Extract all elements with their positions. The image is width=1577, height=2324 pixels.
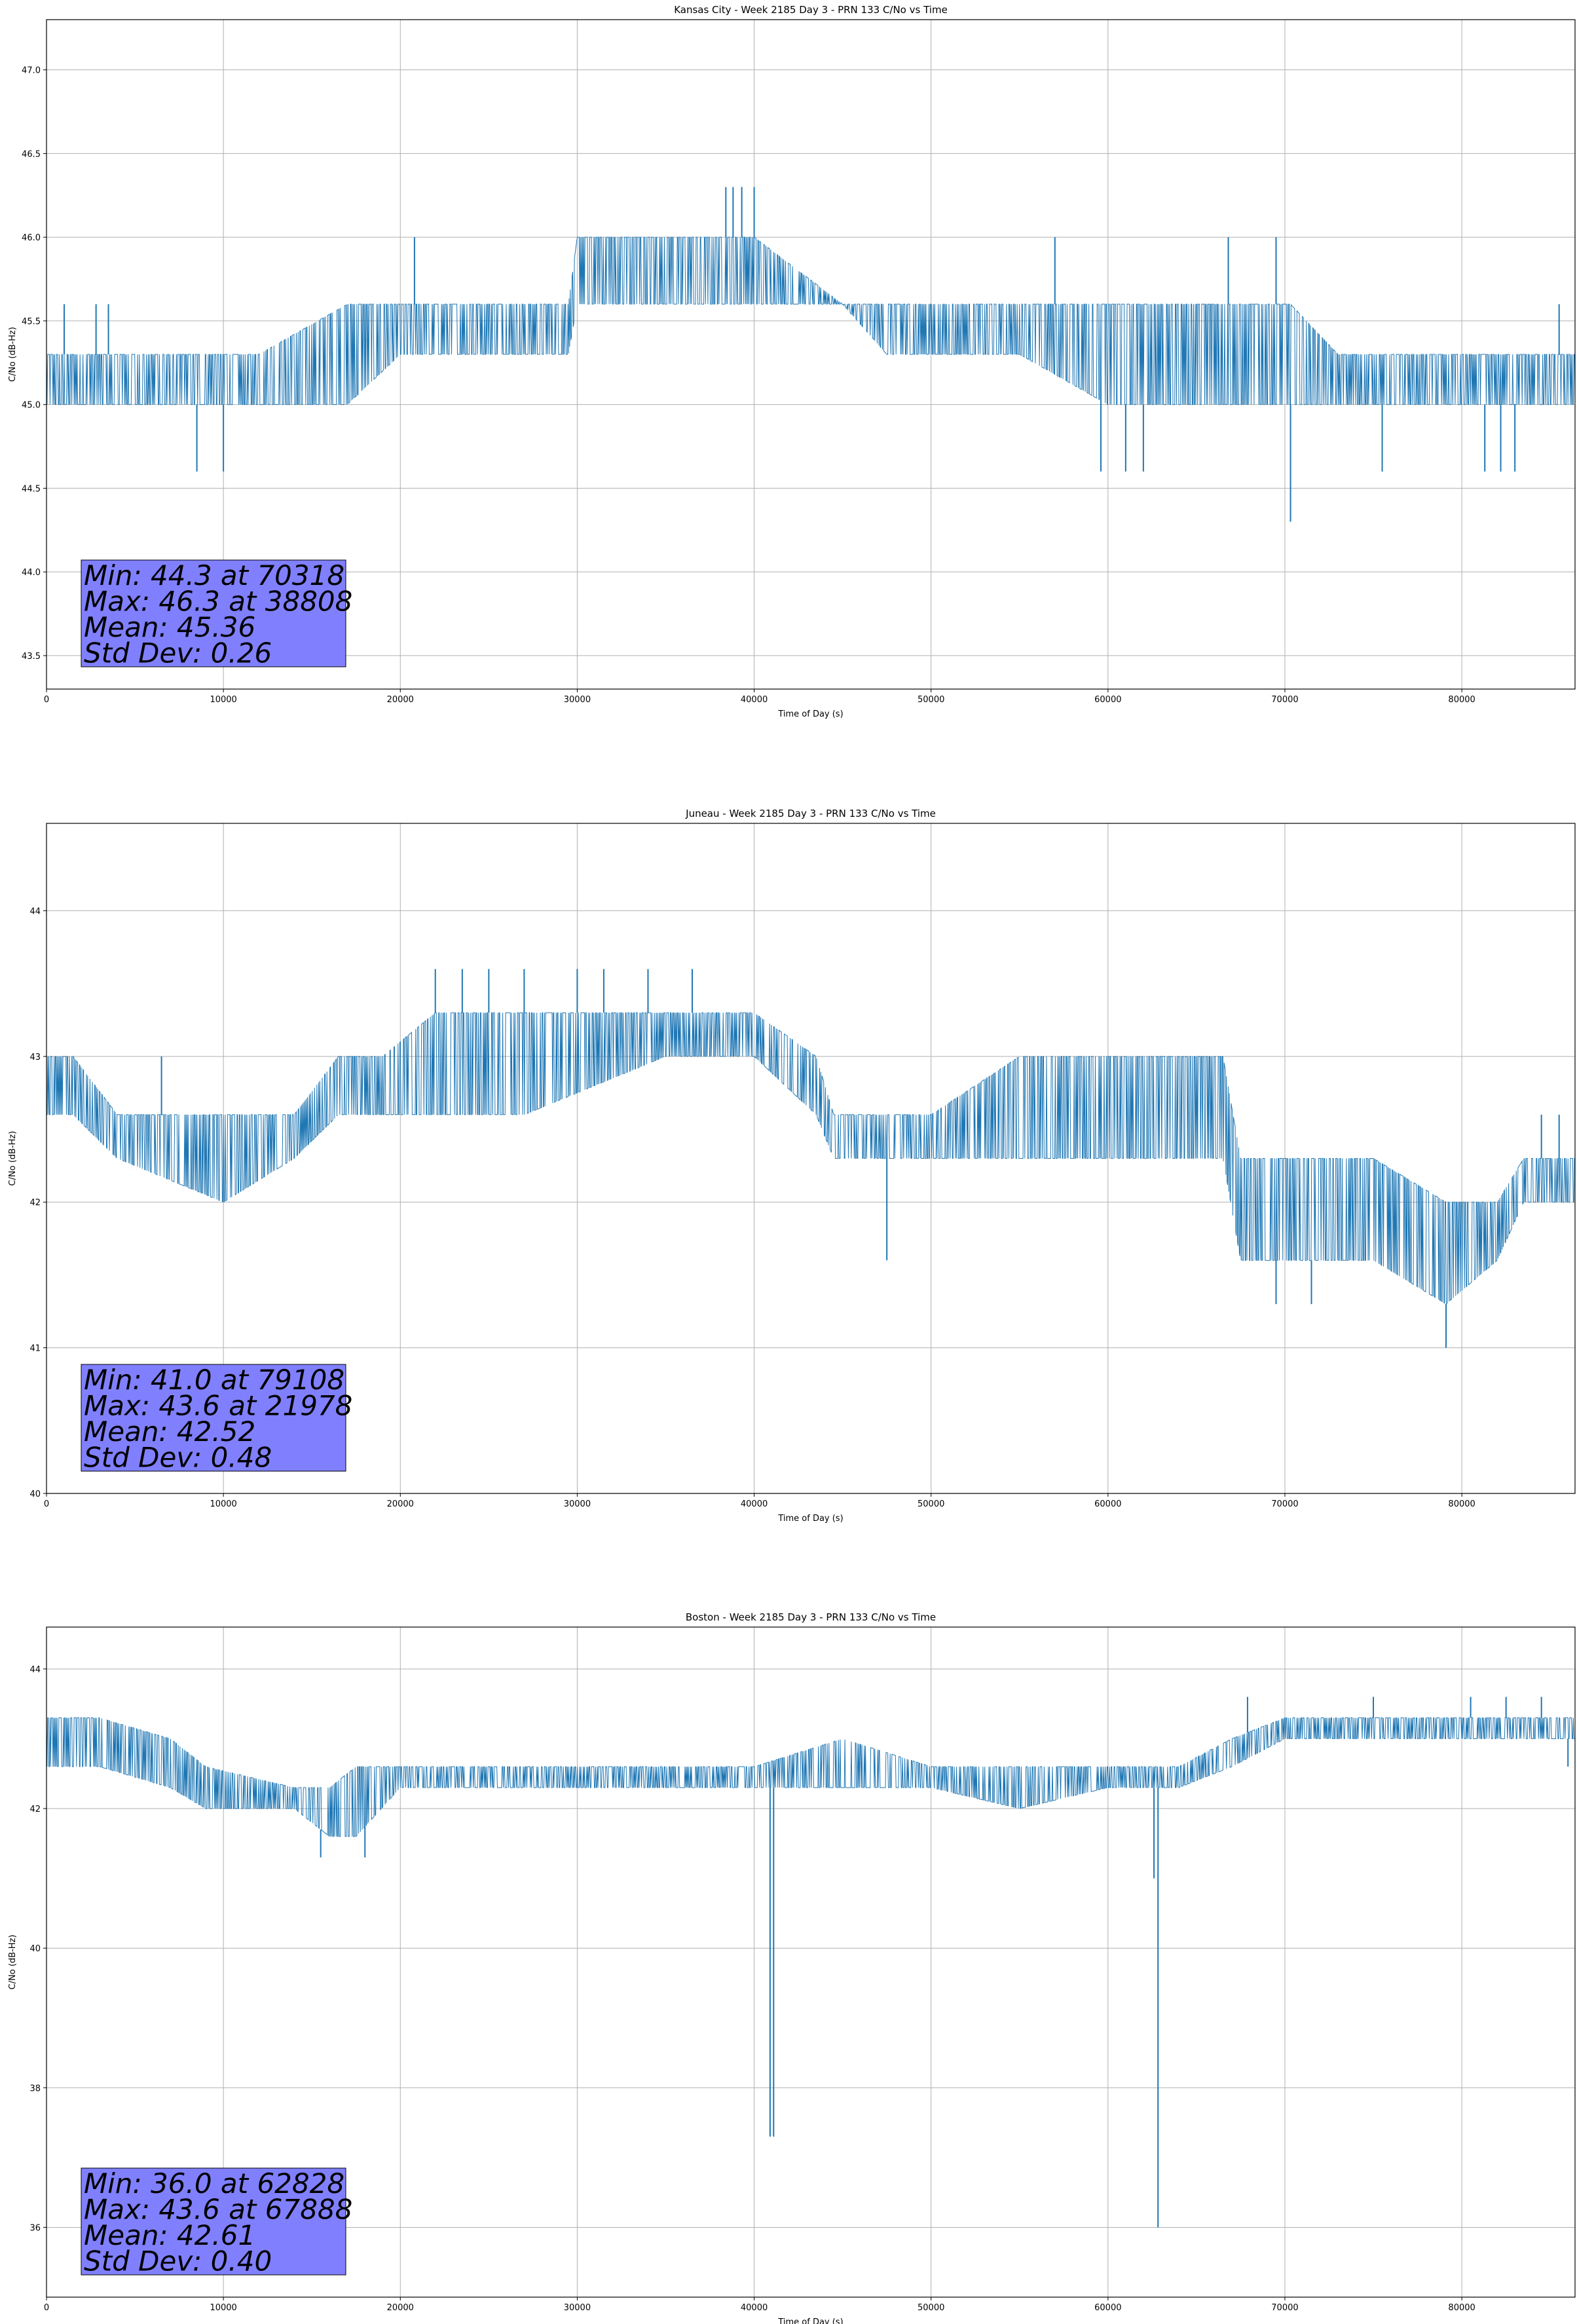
- x-tick-label: 40000: [741, 1499, 768, 1509]
- y-tick-label: 46.5: [22, 149, 41, 159]
- y-tick-label: 43.5: [22, 652, 41, 662]
- stats-line: Mean: 45.36: [84, 611, 255, 643]
- y-tick-label: 44: [29, 907, 41, 916]
- y-tick-label: 40: [29, 1944, 41, 1954]
- chart-2: Boston - Week 2185 Day 3 - PRN 133 C/No …: [8, 1611, 1576, 2324]
- chart-title: Kansas City - Week 2185 Day 3 - PRN 133 …: [674, 4, 948, 16]
- y-tick-label: 42: [29, 1805, 41, 1814]
- x-axis-label: Time of Day (s): [777, 1514, 843, 1524]
- x-tick-label: 0: [44, 695, 49, 705]
- y-tick-label: 47.0: [22, 66, 41, 76]
- y-tick-label: 46.0: [22, 233, 41, 243]
- x-tick-label: 0: [44, 2303, 49, 2313]
- series-line: [46, 236, 1576, 405]
- y-tick-label: 44: [29, 1665, 41, 1675]
- x-tick-label: 50000: [918, 1499, 944, 1509]
- x-tick-label: 80000: [1448, 1499, 1475, 1509]
- y-tick-label: 41: [29, 1344, 41, 1354]
- y-tick-label: 45.0: [22, 401, 41, 411]
- x-tick-label: 10000: [210, 1499, 236, 1509]
- x-axis-label: Time of Day (s): [777, 709, 843, 719]
- y-tick-label: 44.0: [22, 568, 41, 578]
- stats-line: Mean: 42.52: [84, 1415, 255, 1448]
- stats-line: Min: 41.0 at 79108: [84, 1364, 344, 1396]
- x-tick-label: 80000: [1448, 695, 1475, 705]
- stats-box: [81, 2167, 346, 2276]
- y-tick-label: 40: [29, 1490, 41, 1499]
- x-tick-label: 60000: [1094, 2303, 1121, 2313]
- plot-frame: [46, 1626, 1576, 2298]
- chart-title: Juneau - Week 2185 Day 3 - PRN 133 C/No …: [685, 808, 936, 819]
- x-tick-label: 60000: [1094, 695, 1121, 705]
- x-tick-label: 30000: [564, 695, 591, 705]
- y-axis-label: C/No (dB-Hz): [8, 327, 18, 382]
- x-tick-label: 30000: [564, 1499, 591, 1509]
- x-tick-label: 20000: [387, 2303, 414, 2313]
- y-tick-label: 45.5: [22, 317, 41, 327]
- y-tick-label: 38: [29, 2084, 41, 2093]
- stats-box: [81, 559, 346, 667]
- x-tick-label: 10000: [210, 695, 236, 705]
- stats-line: Max: 43.6 at 67888: [84, 2194, 352, 2226]
- x-tick-label: 0: [44, 1499, 49, 1509]
- x-tick-label: 60000: [1094, 1499, 1121, 1509]
- x-tick-label: 20000: [387, 1499, 414, 1509]
- x-tick-label: 70000: [1271, 1499, 1298, 1509]
- plot-frame: [46, 823, 1576, 1494]
- chart-0: Kansas City - Week 2185 Day 3 - PRN 133 …: [8, 4, 1576, 719]
- x-tick-label: 20000: [387, 695, 414, 705]
- series-line: [46, 1012, 1575, 1305]
- x-tick-label: 50000: [918, 2303, 944, 2313]
- stats-line: Max: 46.3 at 38808: [84, 586, 352, 618]
- x-axis-label: Time of Day (s): [777, 2317, 843, 2324]
- plot-frame: [46, 19, 1576, 690]
- stats-line: Min: 44.3 at 70318: [84, 559, 344, 591]
- stats-line: Std Dev: 0.26: [84, 637, 272, 669]
- y-tick-label: 44.5: [22, 484, 41, 494]
- series-line: [46, 1717, 1575, 1837]
- x-tick-label: 10000: [210, 2303, 236, 2313]
- y-axis-label: C/No (dB-Hz): [8, 1935, 18, 1990]
- stats-line: Std Dev: 0.40: [84, 2245, 272, 2277]
- chart-title: Boston - Week 2185 Day 3 - PRN 133 C/No …: [686, 1611, 936, 1623]
- x-tick-label: 30000: [564, 2303, 591, 2313]
- x-tick-label: 40000: [741, 695, 768, 705]
- y-tick-label: 42: [29, 1198, 41, 1208]
- chart-1: Juneau - Week 2185 Day 3 - PRN 133 C/No …: [8, 808, 1576, 1524]
- y-tick-label: 43: [29, 1053, 41, 1062]
- stats-line: Std Dev: 0.48: [84, 1442, 272, 1474]
- stats-line: Min: 36.0 at 62828: [84, 2167, 344, 2200]
- x-tick-label: 70000: [1271, 695, 1298, 705]
- y-axis-label: C/No (dB-Hz): [8, 1131, 18, 1186]
- y-tick-label: 36: [29, 2223, 41, 2233]
- stats-line: Max: 43.6 at 21978: [84, 1390, 352, 1422]
- x-tick-label: 70000: [1271, 2303, 1298, 2313]
- x-tick-label: 50000: [918, 695, 944, 705]
- stats-line: Mean: 42.61: [84, 2219, 255, 2251]
- x-tick-label: 40000: [741, 2303, 768, 2313]
- stats-box: [81, 1364, 346, 1472]
- x-tick-label: 80000: [1448, 2303, 1475, 2313]
